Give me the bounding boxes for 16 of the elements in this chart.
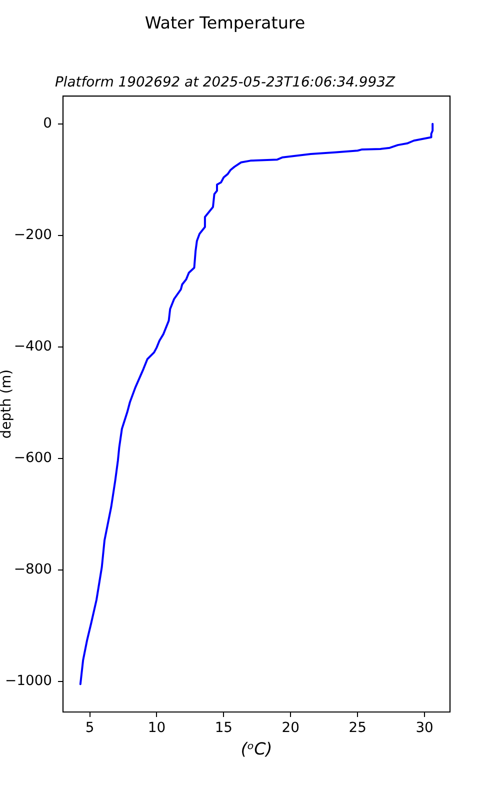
x-axis-title: (ᵒC) — [240, 738, 272, 759]
x-tick-label: 30 — [416, 720, 434, 736]
x-tick-label: 25 — [348, 720, 366, 736]
chart-title: Water Temperature — [144, 12, 306, 32]
x-tick-label: 10 — [148, 720, 166, 736]
y-tick-label: −1000 — [5, 672, 52, 689]
x-tick-label: 15 — [214, 720, 233, 736]
chart-subtitle: Platform 1902692 at 2025-05-23T16:06:34.993Z — [55, 74, 396, 91]
y-tick-label: −800 — [14, 561, 52, 578]
y-tick-label: −600 — [14, 450, 52, 466]
y-tick-label: −200 — [14, 226, 52, 243]
y-tick-label: 0 — [43, 116, 52, 132]
y-axis-title: depth (m) — [0, 369, 15, 439]
x-tick-label: 20 — [282, 720, 300, 736]
x-tick-label: 5 — [85, 720, 94, 736]
y-tick-label: −400 — [14, 338, 52, 354]
